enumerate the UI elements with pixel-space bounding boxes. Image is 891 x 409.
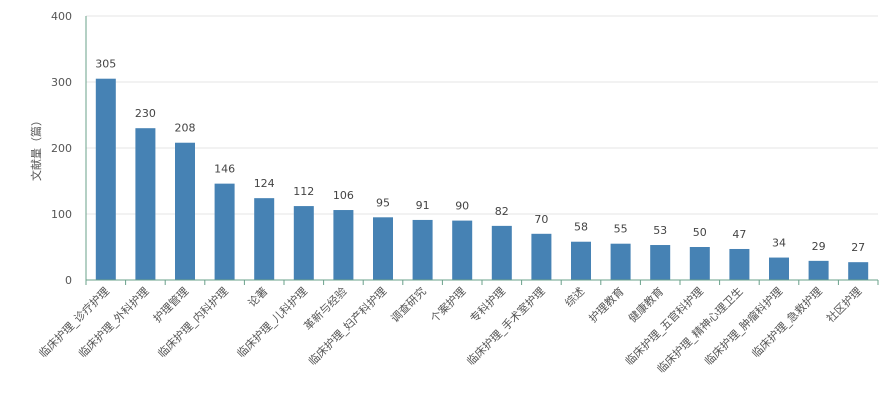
category-label: 临床护理_急救护理 (749, 284, 825, 360)
bar (214, 183, 235, 280)
data-label: 305 (95, 58, 116, 71)
category-label: 社区护理 (823, 284, 864, 325)
data-label: 91 (416, 199, 430, 212)
bar (333, 210, 354, 280)
data-label: 95 (376, 196, 390, 209)
data-label: 208 (175, 122, 196, 135)
data-label: 50 (693, 226, 707, 239)
category-label: 临床护理_五官科护理 (622, 284, 706, 368)
bar (135, 128, 156, 280)
bar (293, 206, 314, 280)
y-axis-label: 文献量（篇） (29, 115, 43, 181)
bar (531, 233, 552, 280)
data-label: 82 (495, 205, 509, 218)
category-label: 临床护理_外科护理 (76, 284, 152, 360)
data-label: 230 (135, 107, 156, 120)
data-label: 53 (653, 224, 667, 237)
bar (254, 198, 275, 280)
category-label: 专科护理 (467, 284, 508, 325)
bar (452, 220, 473, 280)
category-label: 临床护理_儿科护理 (234, 284, 310, 360)
category-label: 临床护理_肿瘤科护理 (701, 284, 785, 368)
bar (373, 217, 393, 280)
category-label: 临床护理_诊疗护理 (36, 284, 112, 360)
category-label: 临床护理_内科护理 (155, 284, 231, 360)
data-label: 70 (534, 213, 548, 226)
data-label: 55 (614, 223, 628, 236)
x-axis-ticks (85, 280, 879, 285)
y-tick-label: 300 (51, 76, 72, 89)
y-tick-label: 100 (51, 208, 72, 221)
y-tick-label: 200 (51, 142, 72, 155)
category-label: 综述 (562, 284, 587, 309)
category-label: 论著 (245, 284, 270, 309)
data-label: 90 (455, 200, 469, 213)
gridlines (86, 15, 878, 215)
category-label: 临床护理_手术室护理 (464, 284, 548, 368)
data-label: 124 (254, 177, 275, 190)
y-axis-ticks: 0 100 200 300 400 (51, 10, 72, 287)
bar (412, 219, 433, 280)
bar (95, 78, 116, 280)
bar (848, 262, 869, 280)
data-label: 34 (772, 237, 786, 250)
bar (175, 142, 195, 280)
data-label: 29 (812, 240, 826, 253)
category-label: 个案护理 (427, 284, 468, 325)
bar (491, 225, 512, 280)
data-labels: 305 230 208 146 124 112 106 95 91 90 82 70 58 55 53 50 4… (95, 58, 865, 254)
bar (689, 247, 710, 280)
data-label: 58 (574, 221, 588, 234)
category-label: 调查研究 (388, 284, 429, 325)
bar (729, 248, 750, 280)
data-label: 27 (851, 241, 865, 254)
category-label: 健康教育 (625, 284, 666, 325)
data-label: 146 (214, 163, 235, 176)
bar (808, 260, 829, 280)
bars (95, 78, 869, 280)
category-label: 护理教育 (586, 284, 627, 325)
category-label: 临床护理_妇产科护理 (305, 284, 389, 368)
bar (571, 241, 591, 280)
data-label: 47 (732, 228, 746, 241)
y-tick-label: 0 (65, 274, 72, 287)
category-label: 护理管理 (150, 284, 191, 325)
y-tick-label: 400 (51, 10, 72, 23)
data-label: 106 (333, 189, 354, 202)
bar (650, 245, 671, 280)
bar (610, 243, 631, 280)
data-label: 112 (293, 185, 314, 198)
bar (769, 257, 789, 280)
